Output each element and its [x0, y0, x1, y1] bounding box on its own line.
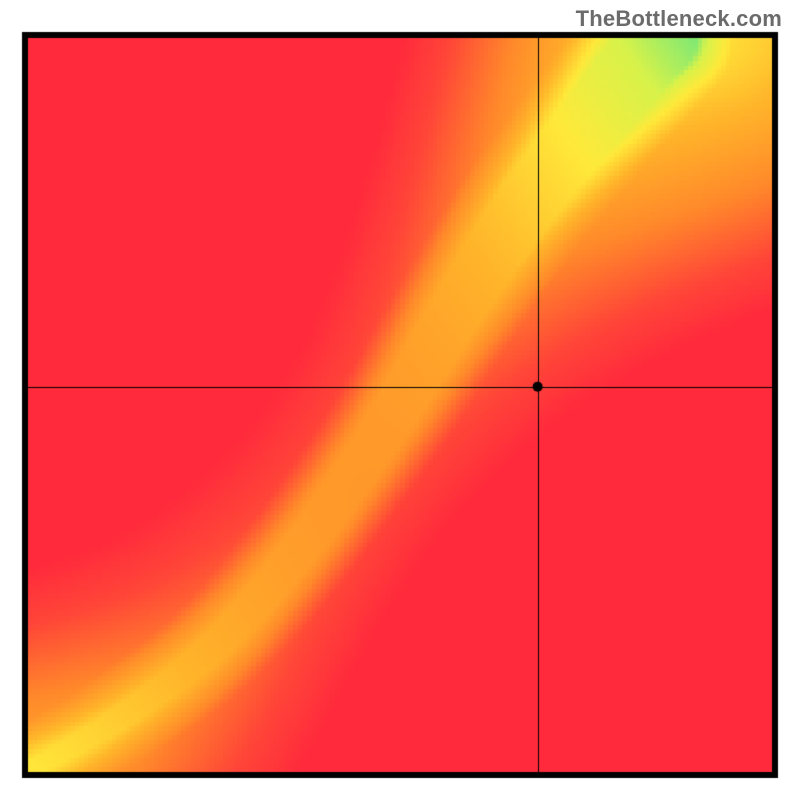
bottleneck-heatmap-canvas — [0, 0, 800, 800]
watermark-text: TheBottleneck.com — [576, 6, 782, 32]
root-container: TheBottleneck.com — [0, 0, 800, 800]
